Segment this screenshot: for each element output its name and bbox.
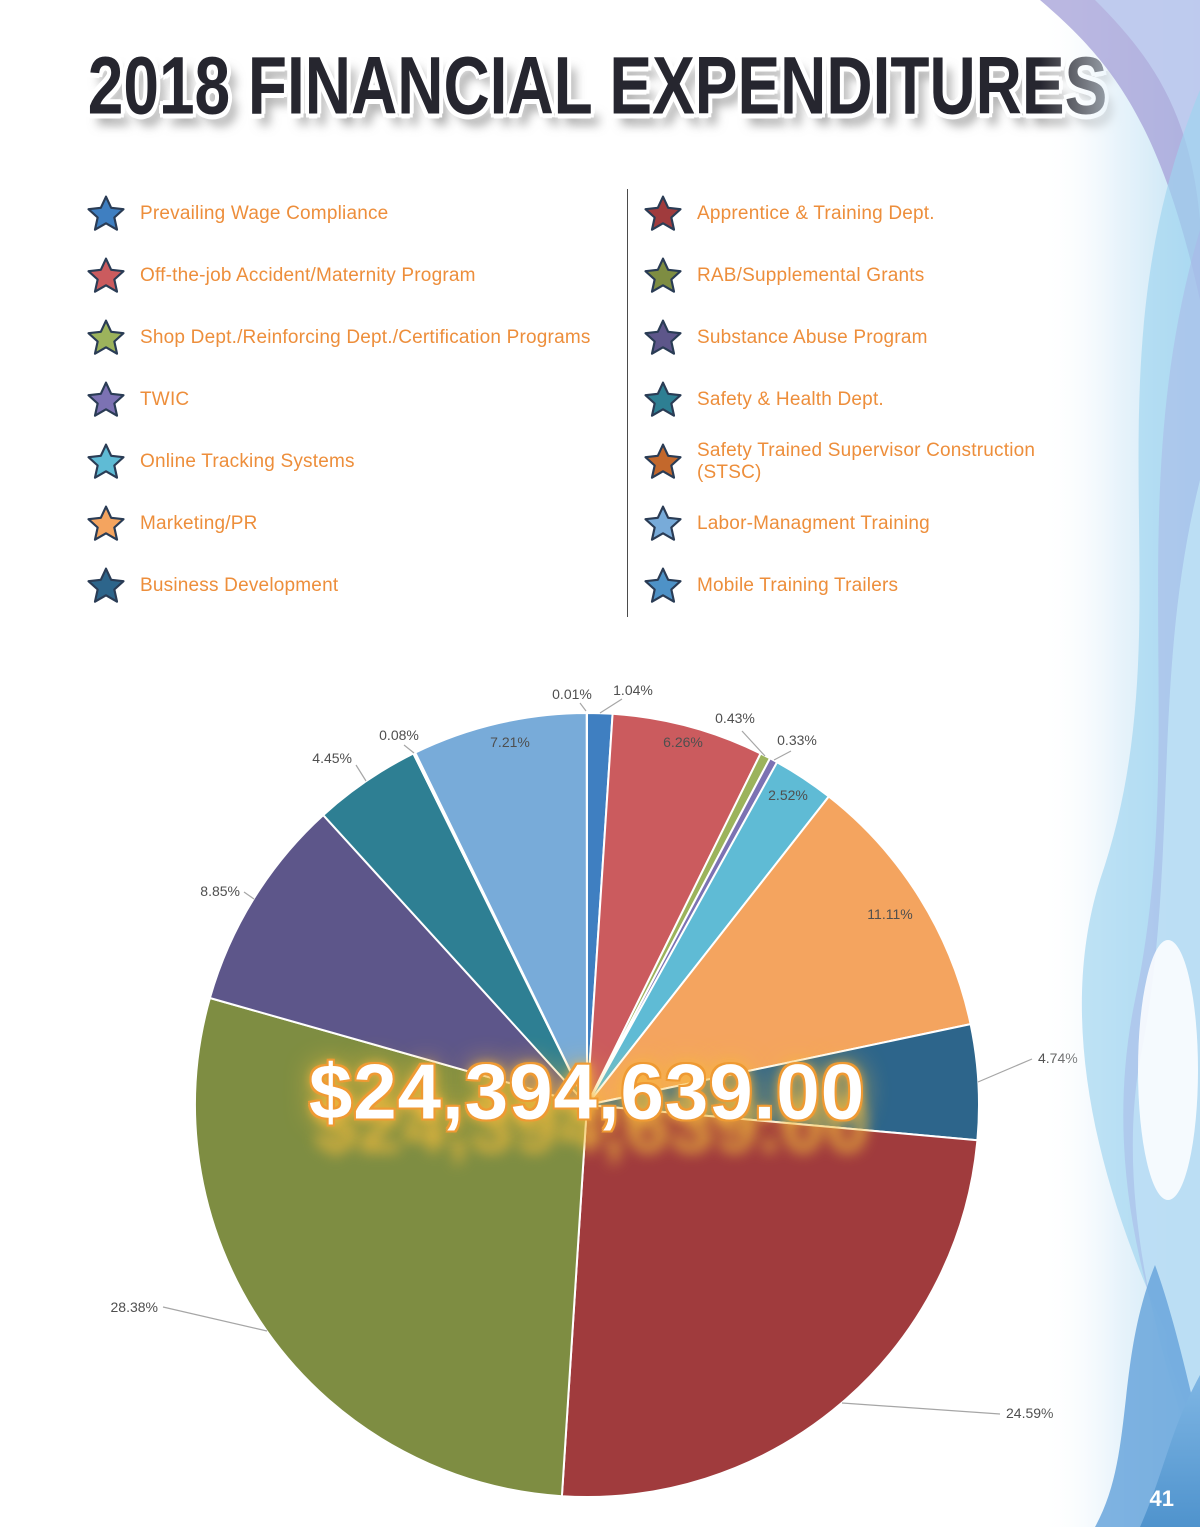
legend-column-left: Prevailing Wage Compliance Off-the-job Ac…	[0, 183, 627, 617]
wave-graphic	[1040, 0, 1200, 1527]
percent-label: 0.43%	[715, 710, 755, 726]
legend-item: Safety & Health Dept.	[627, 369, 1100, 431]
legend-divider	[627, 189, 628, 617]
legend-item-label: RAB/Supplemental Grants	[697, 265, 924, 287]
legend-item: Labor-Managment Training	[627, 493, 1100, 555]
star-icon	[86, 380, 126, 420]
star-icon	[86, 504, 126, 544]
legend-item: Marketing/PR	[0, 493, 627, 555]
legend-item-label: TWIC	[140, 389, 189, 411]
label-leader-line	[163, 1307, 267, 1331]
percent-label: 0.01%	[552, 686, 592, 702]
page-number: 41	[1150, 1486, 1174, 1512]
legend-item-label: Business Development	[140, 575, 338, 597]
star-icon	[643, 442, 683, 482]
label-leader-line	[600, 699, 622, 713]
label-leader-line	[842, 1403, 1000, 1414]
legend-item: RAB/Supplemental Grants	[627, 245, 1100, 307]
legend-item: Shop Dept./Reinforcing Dept./Certificati…	[0, 307, 627, 369]
percent-label: 1.04%	[613, 682, 653, 698]
total-amount: $24,394,639.00	[309, 1047, 865, 1138]
legend-item-label: Mobile Training Trailers	[697, 575, 898, 597]
percent-label: 7.21%	[490, 734, 530, 750]
legend-item: TWIC	[0, 369, 627, 431]
star-icon	[86, 256, 126, 296]
percent-label: 4.45%	[312, 750, 352, 766]
star-icon	[643, 566, 683, 606]
percent-label: 6.26%	[663, 734, 703, 750]
page-header: 2018 FINANCIAL EXPENDITURES	[40, 38, 1155, 112]
legend-item: Prevailing Wage Compliance	[0, 183, 627, 245]
legend-item-label: Marketing/PR	[140, 513, 258, 535]
star-icon	[643, 504, 683, 544]
percent-label: 0.33%	[777, 732, 817, 748]
legend-item: Substance Abuse Program	[627, 307, 1100, 369]
star-icon	[86, 566, 126, 606]
legend-item-label: Off-the-job Accident/Maternity Program	[140, 265, 476, 287]
label-leader-line	[774, 751, 791, 760]
page-title: 2018 FINANCIAL EXPENDITURES	[88, 38, 1108, 133]
percent-label: 28.38%	[111, 1299, 158, 1315]
legend-item: Off-the-job Accident/Maternity Program	[0, 245, 627, 307]
percent-label: 2.52%	[768, 787, 808, 803]
legend-item-label: Prevailing Wage Compliance	[140, 203, 388, 225]
percent-label: 11.11%	[867, 906, 912, 922]
legend-item-label: Labor-Managment Training	[697, 513, 930, 535]
legend-column-right: Apprentice & Training Dept. RAB/Supplemen…	[627, 183, 1100, 617]
legend-item: Mobile Training Trailers	[627, 555, 1100, 617]
label-leader-line	[978, 1059, 1032, 1082]
legend-item-label: Shop Dept./Reinforcing Dept./Certificati…	[140, 327, 591, 349]
star-icon	[86, 194, 126, 234]
label-leader-line	[356, 765, 366, 781]
label-leader-line	[244, 892, 254, 899]
pie-chart: 1.04%6.26%0.43%0.33%2.52%11.11%4.74%24.5…	[0, 655, 1100, 1527]
legend-item: Business Development	[0, 555, 627, 617]
decorative-wave	[1040, 0, 1200, 1527]
legend-item-label: Safety & Health Dept.	[697, 389, 884, 411]
label-leader-line	[580, 703, 586, 711]
percent-label: 8.85%	[200, 883, 240, 899]
legend: Prevailing Wage Compliance Off-the-job Ac…	[0, 183, 1100, 617]
star-icon	[86, 318, 126, 358]
legend-item: Safety Trained Supervisor Construction (…	[627, 431, 1100, 493]
percent-label: 0.08%	[379, 727, 419, 743]
legend-item-label: Online Tracking Systems	[140, 451, 355, 473]
legend-item-label: Substance Abuse Program	[697, 327, 928, 349]
legend-item-label: Apprentice & Training Dept.	[697, 203, 935, 225]
legend-item: Online Tracking Systems	[0, 431, 627, 493]
label-leader-line	[404, 745, 414, 753]
star-icon	[86, 442, 126, 482]
star-icon	[643, 256, 683, 296]
star-icon	[643, 318, 683, 358]
star-icon	[643, 194, 683, 234]
legend-item: Apprentice & Training Dept.	[627, 183, 1100, 245]
star-icon	[643, 380, 683, 420]
